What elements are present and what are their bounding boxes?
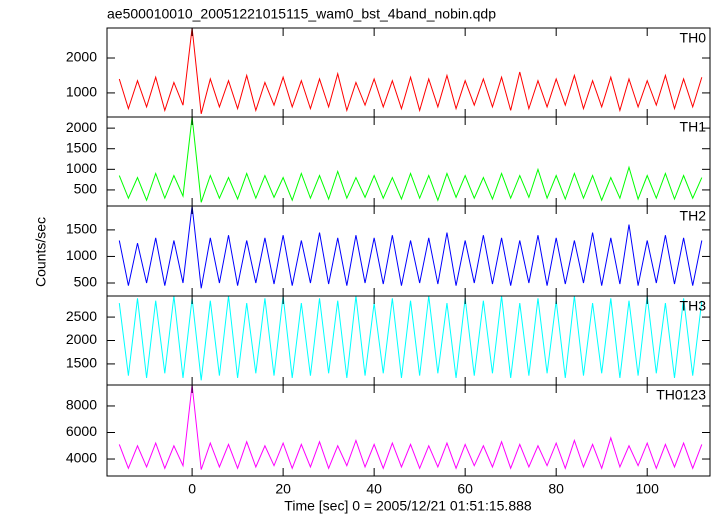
- series-label: TH3: [680, 298, 707, 314]
- series-line: [118, 206, 703, 289]
- series-line: [118, 28, 703, 114]
- y-tick-label: 8000: [66, 397, 97, 413]
- y-tick-label: 500: [74, 181, 98, 197]
- y-tick-label: 1500: [66, 355, 97, 371]
- y-tick-label: 2000: [66, 119, 97, 135]
- series-line: [118, 385, 703, 470]
- x-tick-label: 60: [457, 481, 473, 497]
- panel-frame: [106, 384, 711, 477]
- x-tick-label: 40: [366, 481, 382, 497]
- series-line: [118, 117, 703, 203]
- x-tick-label: 20: [275, 481, 291, 497]
- x-tick-label: 0: [188, 481, 196, 497]
- series-label: TH0: [680, 30, 707, 46]
- y-tick-label: 6000: [66, 423, 97, 439]
- series-label: TH0123: [656, 387, 706, 403]
- y-axis-label: Counts/sec: [33, 217, 49, 287]
- y-tick-label: 2000: [66, 331, 97, 347]
- panel-frame: [106, 116, 711, 207]
- y-tick-label: 2500: [66, 308, 97, 324]
- x-tick-label: 100: [636, 481, 660, 497]
- y-tick-label: 1000: [66, 160, 97, 176]
- y-tick-label: 1000: [66, 84, 97, 100]
- y-tick-label: 1000: [66, 247, 97, 263]
- series-line: [118, 296, 703, 381]
- panel-frame: [106, 27, 711, 118]
- y-tick-label: 1500: [66, 221, 97, 237]
- series-label: TH2: [680, 208, 707, 224]
- series-label: TH1: [680, 119, 707, 135]
- x-tick-label: 80: [548, 481, 564, 497]
- chart-title: ae500010010_20051221015115_wam0_bst_4ban…: [107, 6, 496, 22]
- x-axis-label: Time [sec] 0 = 2005/12/21 01:51:15.888: [284, 498, 532, 514]
- y-tick-label: 1500: [66, 139, 97, 155]
- y-tick-label: 4000: [66, 450, 97, 466]
- y-tick-label: 2000: [66, 49, 97, 65]
- y-tick-label: 500: [74, 274, 98, 290]
